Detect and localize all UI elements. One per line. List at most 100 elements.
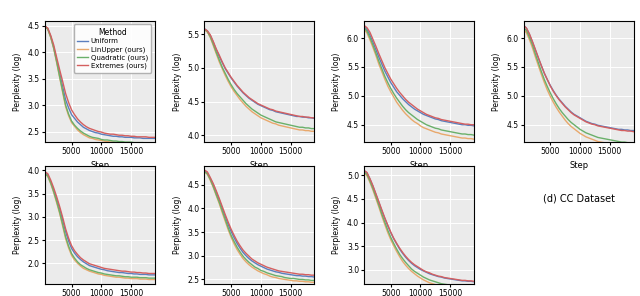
LinUpper (ours) <box>422 279 430 283</box>
Extremes (ours) <box>136 271 144 274</box>
Extremes (ours) <box>301 273 309 276</box>
Uniform <box>278 111 285 115</box>
LinUpper (ours) <box>310 130 318 133</box>
Uniform <box>245 257 253 260</box>
Uniform <box>573 114 581 118</box>
Quadratic (ours) <box>585 132 593 136</box>
Uniform <box>281 272 289 276</box>
Quadratic (ours) <box>41 24 49 28</box>
Quadratic (ours) <box>431 280 439 284</box>
LinUpper (ours) <box>151 278 159 281</box>
Quadratic (ours) <box>369 43 377 47</box>
Line: Extremes (ours): Extremes (ours) <box>204 170 314 275</box>
Extremes (ours) <box>420 269 428 272</box>
Extremes (ours) <box>86 127 93 130</box>
Extremes (ours) <box>115 133 123 137</box>
Line: Quadratic (ours): Quadratic (ours) <box>364 28 474 135</box>
Quadratic (ours) <box>239 255 247 258</box>
Quadratic (ours) <box>77 263 84 266</box>
Line: LinUpper (ours): LinUpper (ours) <box>524 29 634 147</box>
Uniform <box>435 118 442 121</box>
Y-axis label: Perplexity (log): Perplexity (log) <box>173 52 182 111</box>
Extremes (ours) <box>287 113 294 116</box>
Uniform <box>438 119 445 123</box>
Extremes (ours) <box>621 129 628 132</box>
Quadratic (ours) <box>254 267 262 270</box>
Extremes (ours) <box>381 66 388 69</box>
LinUpper (ours) <box>452 135 460 139</box>
Quadratic (ours) <box>582 131 590 135</box>
Uniform <box>396 247 403 251</box>
Extremes (ours) <box>74 253 81 256</box>
LinUpper (ours) <box>287 279 294 282</box>
LinUpper (ours) <box>79 133 87 136</box>
Extremes (ours) <box>269 267 276 271</box>
Uniform <box>550 89 557 92</box>
LinUpper (ours) <box>83 134 90 138</box>
Uniform <box>360 169 368 172</box>
Extremes (ours) <box>121 134 129 138</box>
LinUpper (ours) <box>429 129 436 133</box>
Quadratic (ours) <box>115 140 123 143</box>
Extremes (ours) <box>435 274 442 278</box>
Extremes (ours) <box>266 266 274 270</box>
Uniform <box>56 207 63 211</box>
LinUpper (ours) <box>287 126 294 130</box>
Extremes (ours) <box>278 270 285 273</box>
Extremes (ours) <box>308 274 316 277</box>
Extremes (ours) <box>402 255 410 258</box>
LinUpper (ours) <box>299 279 307 283</box>
Quadratic (ours) <box>310 127 318 130</box>
Uniform <box>209 183 217 186</box>
LinUpper (ours) <box>417 124 424 128</box>
Extremes (ours) <box>413 265 421 268</box>
Uniform <box>92 266 99 269</box>
Uniform <box>65 106 72 110</box>
LinUpper (ours) <box>444 286 451 289</box>
LinUpper (ours) <box>621 144 628 148</box>
Extremes (ours) <box>41 24 49 28</box>
Extremes (ours) <box>567 111 575 114</box>
Line: Uniform: Uniform <box>204 29 314 118</box>
Extremes (ours) <box>597 125 605 128</box>
Quadratic (ours) <box>588 133 596 137</box>
Y-axis label: Perplexity (log): Perplexity (log) <box>173 196 182 254</box>
LinUpper (ours) <box>393 100 401 104</box>
Uniform <box>520 24 527 27</box>
Extremes (ours) <box>420 111 428 114</box>
LinUpper (ours) <box>290 127 298 130</box>
Uniform <box>263 267 271 271</box>
Extremes (ours) <box>305 115 312 119</box>
LinUpper (ours) <box>59 91 67 94</box>
Quadratic (ours) <box>281 122 289 126</box>
Uniform <box>62 230 70 234</box>
Extremes (ours) <box>363 26 371 29</box>
X-axis label: Step: Step <box>250 162 269 170</box>
Quadratic (ours) <box>420 121 428 125</box>
Quadratic (ours) <box>225 78 232 81</box>
Quadratic (ours) <box>299 126 307 129</box>
Quadratic (ours) <box>399 257 406 260</box>
Quadratic (ours) <box>378 212 386 216</box>
Extremes (ours) <box>606 126 614 130</box>
Uniform <box>458 279 466 283</box>
Extremes (ours) <box>106 132 114 136</box>
Uniform <box>470 124 478 128</box>
Quadratic (ours) <box>109 274 117 277</box>
LinUpper (ours) <box>582 135 590 139</box>
Quadratic (ours) <box>47 35 54 39</box>
LinUpper (ours) <box>284 278 291 282</box>
Quadratic (ours) <box>74 260 81 264</box>
Uniform <box>260 266 268 269</box>
Quadratic (ours) <box>70 256 78 260</box>
Quadratic (ours) <box>444 129 451 133</box>
Extremes (ours) <box>292 114 300 118</box>
Quadratic (ours) <box>53 200 61 203</box>
Extremes (ours) <box>139 135 147 139</box>
Uniform <box>86 129 93 132</box>
Extremes (ours) <box>248 98 256 101</box>
Extremes (ours) <box>426 271 433 275</box>
Extremes (ours) <box>438 275 445 278</box>
Uniform <box>248 99 256 102</box>
Quadratic (ours) <box>538 70 545 73</box>
